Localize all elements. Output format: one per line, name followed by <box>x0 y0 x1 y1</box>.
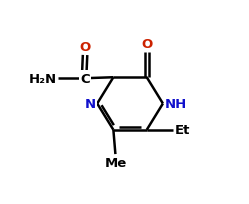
Text: O: O <box>141 38 152 51</box>
Text: C: C <box>80 72 90 85</box>
Text: Et: Et <box>175 124 190 137</box>
Text: Me: Me <box>104 156 126 169</box>
Text: N: N <box>85 98 96 111</box>
Text: O: O <box>79 41 91 54</box>
Text: NH: NH <box>165 98 187 111</box>
Text: H₂N: H₂N <box>29 72 57 85</box>
